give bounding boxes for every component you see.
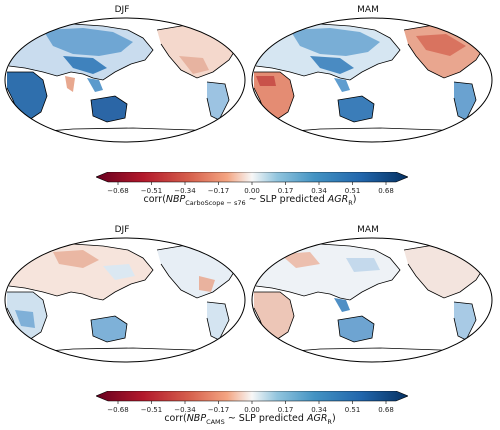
colorbar-tick-label: −0.68 bbox=[107, 187, 128, 195]
colorbar-tick-label: 0.51 bbox=[345, 406, 361, 414]
colorbar-tick-label: −0.17 bbox=[208, 406, 229, 414]
colorbar-top: −0.68 −0.51 −0.34 −0.17 0.00 0.17 0.34 0.51 0.68 bbox=[96, 172, 408, 195]
colorbar-tick-label: −0.34 bbox=[174, 406, 196, 414]
colorbar-tick-label: −0.51 bbox=[141, 406, 162, 414]
colorbar-tick-label: −0.34 bbox=[174, 187, 196, 195]
colorbar-tick-label: −0.17 bbox=[208, 187, 229, 195]
colorbar-bottom: −0.68 −0.51 −0.34 −0.17 0.00 0.17 0.34 0.51 0.68 bbox=[96, 391, 408, 414]
colorbar-ticks-top: −0.68 −0.51 −0.34 −0.17 0.00 0.17 0.34 0.51 0.68 bbox=[107, 182, 394, 195]
colorbar-ticks-bottom: −0.68 −0.51 −0.34 −0.17 0.00 0.17 0.34 0.51 0.68 bbox=[107, 401, 394, 414]
panel-title-mam-top: MAM bbox=[357, 5, 379, 15]
colorbar-tick-label: 0.17 bbox=[278, 406, 294, 414]
colorbar-tick-label: −0.51 bbox=[141, 187, 162, 195]
colorbar-tick-label: 0.34 bbox=[311, 187, 327, 195]
map-djf-cams bbox=[4, 237, 246, 363]
region-australia bbox=[91, 96, 127, 122]
colorbar-tick-label: −0.68 bbox=[107, 406, 128, 414]
map-mam-cams bbox=[251, 237, 493, 363]
colorbar-tick-label: 0.34 bbox=[311, 406, 327, 414]
map-mam-carboscope bbox=[251, 17, 493, 143]
panel-title-djf-bottom: DJF bbox=[114, 225, 130, 235]
colorbar-tick-label: 0.51 bbox=[345, 187, 361, 195]
colorbar-tick-label: 0.00 bbox=[244, 406, 260, 414]
panel-title-djf-top: DJF bbox=[114, 5, 130, 15]
colorbar-label-top: corr(NBPCarboScope − s76 ~ SLP predicted… bbox=[143, 194, 357, 207]
map-djf-carboscope bbox=[4, 17, 246, 143]
colorbar-tick-label: 0.00 bbox=[244, 187, 260, 195]
colorbar-tick-label: 0.68 bbox=[378, 406, 394, 414]
colorbar-tick-label: 0.68 bbox=[378, 187, 394, 195]
panel-title-mam-bottom: MAM bbox=[357, 225, 379, 235]
colorbar-tick-label: 0.17 bbox=[278, 187, 294, 195]
colorbar-label-bottom: corr(NBPCAMS ~ SLP predicted AGRR) bbox=[164, 413, 336, 426]
